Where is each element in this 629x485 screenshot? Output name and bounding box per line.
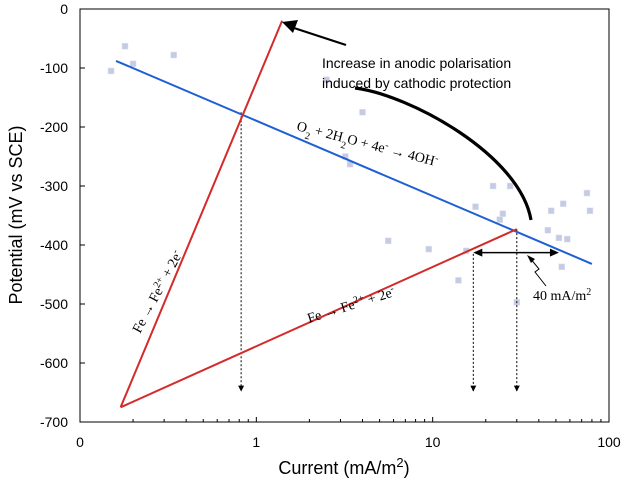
y-axis-title: Potential (mV vs SCE) (6, 125, 26, 304)
scatter-point (564, 235, 571, 243)
dotted-drop-layer (238, 112, 520, 392)
scatter-point (170, 51, 177, 59)
y-tick-label: -600 (40, 355, 68, 371)
y-tick-label: -300 (40, 178, 68, 194)
y-tick-label: -200 (40, 119, 68, 135)
current-difference-pointer (529, 257, 547, 287)
scatter-point (547, 207, 555, 215)
scatter-point (506, 182, 514, 190)
anodic-steep-line (119, 20, 284, 408)
scatter-point (558, 263, 566, 271)
scatter-point (496, 216, 503, 223)
scatter-point (323, 76, 330, 84)
scatter-point (359, 109, 366, 116)
scatter-point (489, 182, 497, 190)
x-tick-label: 10 (425, 434, 441, 450)
series-layer (115, 20, 593, 409)
y-tick-label: -100 (40, 60, 68, 76)
scatter-point (107, 67, 115, 75)
x-tick-label: 0 (76, 434, 84, 450)
x-tick-labels: 0 1 10 100 (76, 434, 621, 450)
y-tick-label: -700 (40, 414, 68, 430)
current-difference-arrow-head-left (473, 248, 483, 257)
x-axis-title: Current (mA/m2) (278, 455, 409, 479)
scatter-point (121, 42, 129, 50)
scatter-point (586, 207, 594, 215)
x-tick-label: 100 (597, 434, 621, 450)
current-difference-label: 40 mA/m2 (533, 287, 591, 305)
y-tick-labels: 0 -100 -200 -300 -400 -500 -600 -700 (40, 1, 68, 430)
annotation-arrow-shaft (293, 26, 347, 47)
scatter-point (559, 200, 567, 207)
current-difference-pointer-head (527, 255, 535, 263)
scatter-point (544, 227, 552, 234)
anodic-shallow-line (120, 228, 518, 409)
scatter-point (425, 245, 432, 253)
annotation-arrow-head (282, 20, 298, 33)
x-tick-label: 1 (252, 434, 260, 450)
scatter-point (583, 189, 591, 197)
y-tick-label: -400 (40, 237, 68, 253)
current-difference-layer (473, 248, 559, 257)
anodic-polarisation-label-line1: Increase in anodic polarisation (322, 55, 511, 71)
ticks-layer (79, 8, 610, 423)
scatter-point (555, 234, 563, 242)
scatter-point (455, 277, 462, 284)
y-tick-label: 0 (60, 1, 68, 17)
scatter-point (472, 203, 479, 210)
curved-annotation-arrow (354, 86, 533, 221)
plot-frame (79, 8, 610, 423)
scatter-point (129, 60, 137, 68)
current-difference-arrow-head-right (549, 248, 559, 257)
anodic-polarisation-label-line2: induced by cathodic protection (322, 75, 511, 91)
scatter-point (499, 210, 507, 217)
y-tick-label: -500 (40, 296, 68, 312)
scatter-point (385, 237, 392, 245)
